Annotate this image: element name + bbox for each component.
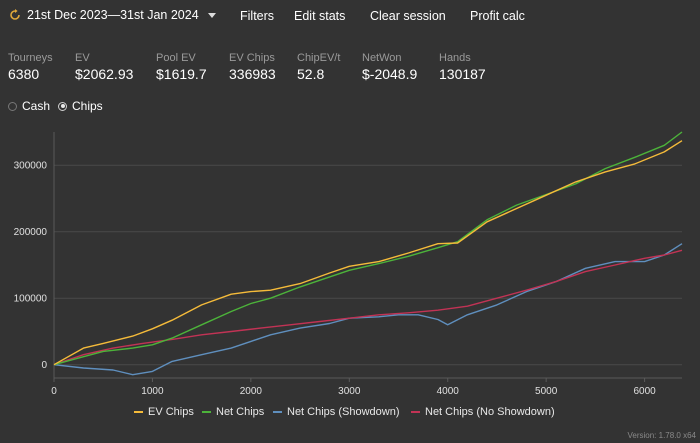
stat-label: Hands [439,52,471,64]
legend-swatch [134,411,143,413]
y-tick-label: 100000 [14,294,48,305]
legend-label: Net Chips (Showdown) [287,406,400,418]
date-range-selector[interactable]: 21st Dec 2023—31st Jan 2024 [9,8,216,22]
ev-chips-line [53,140,683,366]
stat-value: $1619.7 [156,66,207,82]
y-tick-label: 0 [41,360,47,371]
stat-label: Tourneys [8,52,53,64]
chevron-down-icon [207,12,216,18]
stat-value: $-2048.9 [362,66,418,82]
stat-value: 6380 [8,66,40,82]
stat-value: $2062.93 [75,66,134,82]
refresh-icon [10,9,20,20]
net-chips-line [53,131,683,366]
legend-item-ev-chips[interactable]: EV Chips [134,406,194,418]
stat-chipev-per-t: ChipEV/t 52.8 [297,52,340,83]
stat-label: Pool EV [156,52,196,64]
chips-radio[interactable]: Chips [58,99,103,113]
radio-checked-icon [58,101,67,111]
stat-ev-chips: EV Chips 336983 [229,52,276,83]
legend-item-net-chips-showdown[interactable]: Net Chips (Showdown) [273,406,400,418]
radio-unchecked-icon [8,101,17,111]
stats-summary: Tourneys 6380 EV $2062.93 Pool EV $1619.… [0,52,700,86]
profit-calc-button[interactable]: Profit calc [470,9,525,23]
stat-value: 52.8 [297,66,325,82]
chips-label: Chips [72,99,103,113]
y-tick-label: 200000 [14,227,48,238]
x-tick-label: 3000 [338,386,361,397]
stat-label: ChipEV/t [297,52,341,64]
x-tick-label: 4000 [437,386,460,397]
legend-label: EV Chips [148,406,194,418]
stat-netwon: NetWon $-2048.9 [362,52,417,83]
version-label: Version: 1.78.0 x64 [627,431,697,440]
top-toolbar: 21st Dec 2023—31st Jan 2024 Filters Edit… [0,0,700,34]
date-range-label: 21st Dec 2023—31st Jan 2024 [27,8,199,22]
legend-label: Net Chips (No Showdown) [425,406,555,418]
stat-tourneys: Tourneys 6380 [8,52,53,83]
stat-label: EV Chips [229,52,275,64]
x-tick-label: 1000 [141,386,164,397]
clear-session-button[interactable]: Clear session [370,9,446,23]
cash-radio[interactable]: Cash [8,99,50,113]
y-tick-label: 300000 [14,161,48,172]
x-tick-label: 0 [51,386,57,397]
chart-legend: EV Chips Net Chips Net Chips (Showdown) … [0,406,700,420]
legend-swatch [411,411,420,413]
stat-ev: EV $2062.93 [75,52,133,83]
x-tick-label: 5000 [535,386,558,397]
legend-item-net-chips-no-showdown[interactable]: Net Chips (No Showdown) [411,406,555,418]
legend-label: Net Chips [216,406,265,418]
edit-stats-button[interactable]: Edit stats [294,9,346,23]
filters-button[interactable]: Filters [240,9,275,23]
stat-label: NetWon [362,52,402,64]
legend-swatch [273,411,282,413]
profit-graph: 0 100000 200000 300000 0 1000 2000 3000 4000 5000… [14,131,683,397]
stat-value: 336983 [229,66,276,82]
legend-swatch [202,411,211,413]
x-tick-label: 2000 [240,386,263,397]
x-tick-label: 6000 [633,386,656,397]
legend-item-net-chips[interactable]: Net Chips [202,406,264,418]
stat-hands: Hands 130187 [439,52,486,83]
net-chips-showdown-line [53,243,683,376]
stat-label: EV [75,52,90,64]
stat-pool-ev: Pool EV $1619.7 [156,52,207,83]
stat-value: 130187 [439,66,486,82]
cash-label: Cash [22,99,51,113]
